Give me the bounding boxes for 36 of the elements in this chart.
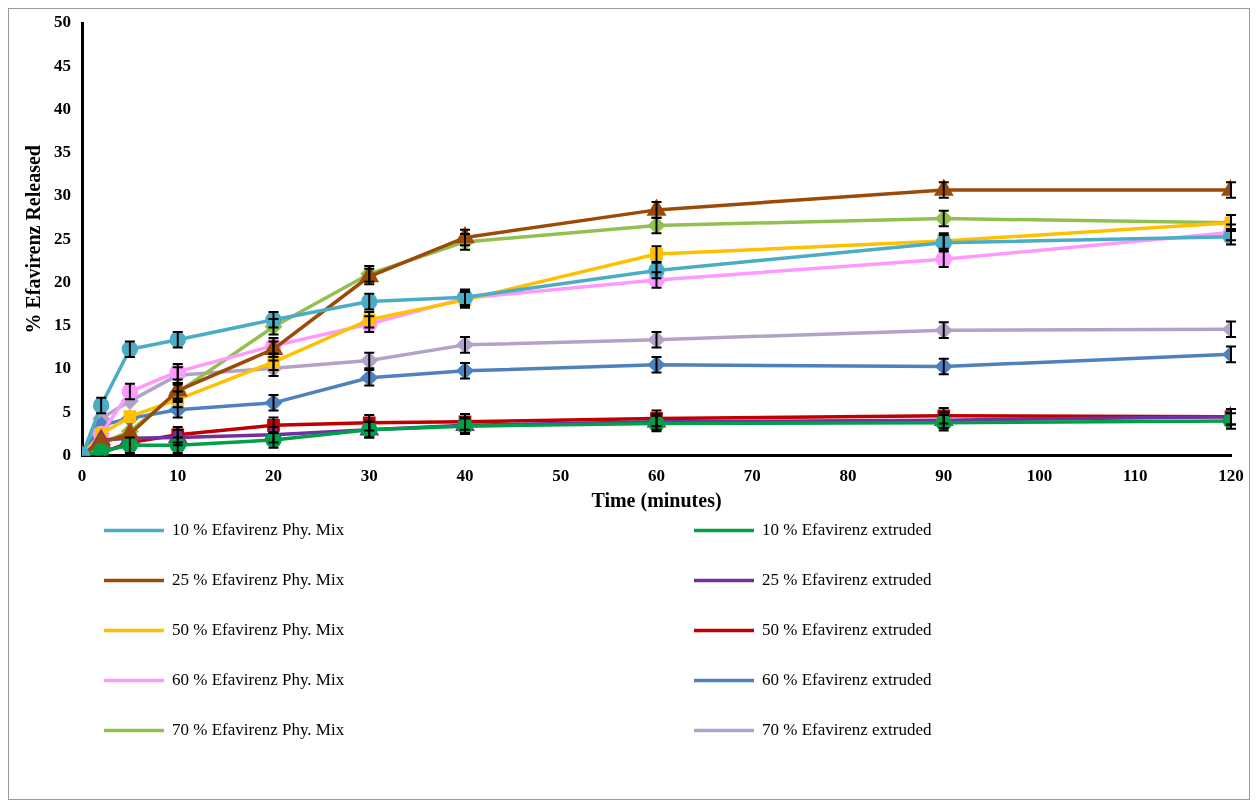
y-tick-label: 45 bbox=[54, 55, 71, 75]
legend-label: 70 % Efavirenz Phy. Mix bbox=[172, 720, 345, 740]
x-tick-label: 20 bbox=[265, 466, 282, 486]
x-tick-label: 70 bbox=[743, 466, 761, 486]
x-tick-label: 100 bbox=[1026, 466, 1053, 486]
y-tick-label: 35 bbox=[54, 142, 71, 162]
legend-label: 60 % Efavirenz extruded bbox=[762, 670, 932, 690]
y-tick-label: 5 bbox=[62, 401, 71, 421]
x-tick-label: 120 bbox=[1218, 466, 1244, 486]
y-tick-label: 40 bbox=[54, 98, 71, 118]
x-tick-label: 10 bbox=[169, 466, 187, 486]
x-tick-label: 90 bbox=[935, 466, 953, 486]
y-tick-label: 15 bbox=[54, 315, 71, 335]
x-tick-label: 60 bbox=[648, 466, 665, 486]
legend-label: 70 % Efavirenz extruded bbox=[762, 720, 932, 740]
x-axis-title: Time (minutes) bbox=[591, 489, 722, 513]
x-tick-label: 110 bbox=[1122, 466, 1148, 486]
y-axis-title: % Efavirenz Released bbox=[22, 145, 45, 334]
y-tick-label: 25 bbox=[54, 228, 71, 248]
x-tick-label: 30 bbox=[360, 466, 378, 486]
x-tick-label: 0 bbox=[77, 466, 87, 486]
x-tick-label: 40 bbox=[456, 466, 474, 486]
y-tick-label: 50 bbox=[54, 12, 71, 32]
legend-label: 50 % Efavirenz extruded bbox=[762, 620, 932, 640]
x-tick-label: 80 bbox=[839, 466, 857, 486]
y-tick-label: 30 bbox=[54, 185, 71, 205]
legend-label: 60 % Efavirenz Phy. Mix bbox=[172, 670, 345, 690]
y-tick-label: 10 bbox=[54, 358, 71, 378]
legend-label: 50 % Efavirenz Phy. Mix bbox=[172, 620, 345, 640]
y-tick-label: 20 bbox=[54, 271, 71, 291]
x-tick-label: 50 bbox=[552, 466, 570, 486]
legend-label: 10 % Efavirenz extruded bbox=[762, 520, 932, 540]
legend-label: 10 % Efavirenz Phy. Mix bbox=[172, 520, 345, 540]
legend-label: 25 % Efavirenz extruded bbox=[762, 570, 932, 590]
legend-label: 25 % Efavirenz Phy. Mix bbox=[172, 570, 345, 590]
y-tick-label: 0 bbox=[62, 444, 71, 464]
